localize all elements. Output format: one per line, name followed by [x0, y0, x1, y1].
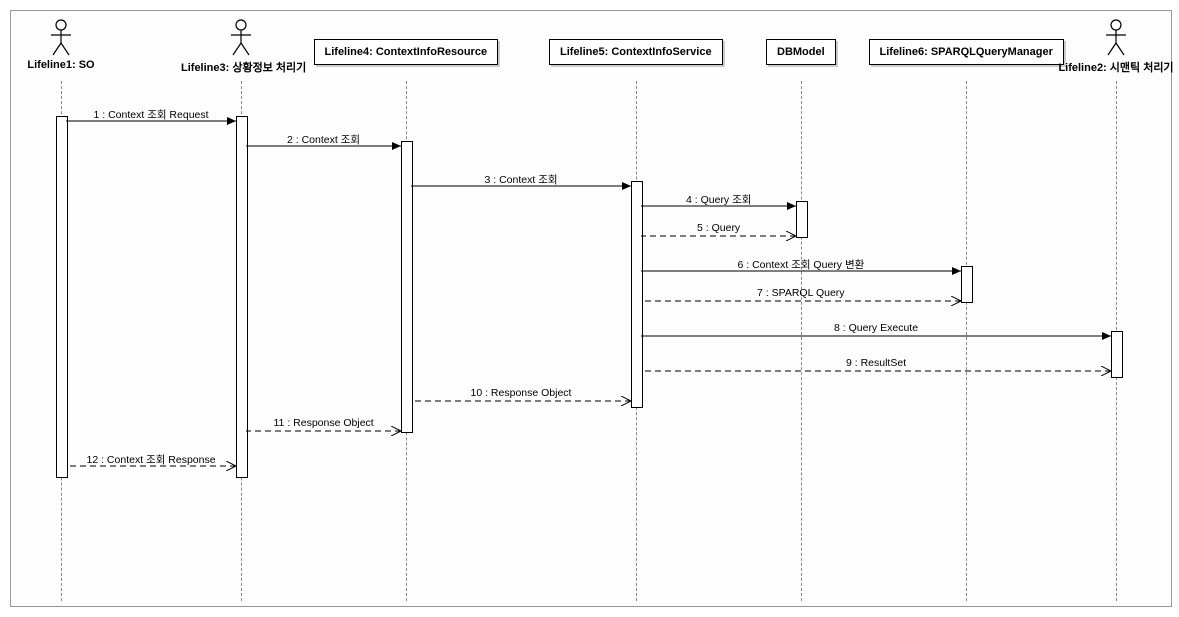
sequence-diagram: Lifeline1: SOLifeline3: 상황정보 처리기Lifeline… — [10, 10, 1172, 607]
participant-label: Lifeline2: 시맨틱 처리기 — [1056, 59, 1176, 75]
message-label-6: 6 : Context 조회 Query 변환 — [738, 257, 865, 272]
message-label-10: 10 : Response Object — [471, 387, 572, 399]
message-label-11: 11 : Response Object — [274, 417, 374, 429]
participant-box-p6: Lifeline6: SPARQLQueryManager — [869, 39, 1064, 65]
message-label-1: 1 : Context 조회 Request — [94, 107, 209, 122]
participant-label: Lifeline3: 상황정보 처리기 — [181, 59, 301, 75]
lifeline-pdb — [801, 81, 802, 601]
participant-label: Lifeline1: SO — [1, 59, 121, 71]
message-label-7: 7 : SPARQL Query — [757, 287, 845, 299]
actor-p1: Lifeline1: SO — [1, 19, 121, 71]
activation-p1 — [56, 116, 68, 478]
activation-p6 — [961, 266, 973, 303]
activation-p5 — [631, 181, 643, 408]
actor-p2: Lifeline2: 시맨틱 처리기 — [1056, 19, 1176, 75]
message-label-8: 8 : Query Execute — [834, 322, 918, 334]
participant-box-p5: Lifeline5: ContextInfoService — [549, 39, 723, 65]
message-label-4: 4 : Query 조회 — [686, 192, 751, 207]
message-label-3: 3 : Context 조회 — [485, 172, 558, 187]
message-label-9: 9 : ResultSet — [846, 357, 906, 369]
arrows-layer — [11, 11, 1171, 606]
participant-box-pdb: DBModel — [766, 39, 836, 65]
message-label-12: 12 : Context 조회 Response — [87, 452, 216, 467]
message-label-2: 2 : Context 조회 — [287, 132, 360, 147]
activation-p2 — [1111, 331, 1123, 378]
participant-box-p4: Lifeline4: ContextInfoResource — [314, 39, 499, 65]
message-label-5: 5 : Query — [697, 222, 740, 234]
lifeline-p6 — [966, 81, 967, 601]
activation-p3 — [236, 116, 248, 478]
activation-p4 — [401, 141, 413, 433]
activation-pdb — [796, 201, 808, 238]
actor-p3: Lifeline3: 상황정보 처리기 — [181, 19, 301, 75]
